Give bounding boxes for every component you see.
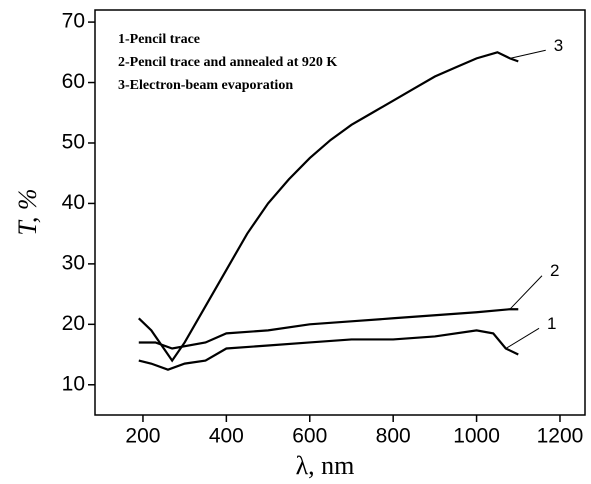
- annotation-arrow: [509, 49, 546, 59]
- x-tick-label: 1200: [537, 425, 584, 448]
- y-tick-label: 20: [62, 312, 85, 335]
- x-tick-label: 400: [209, 425, 244, 448]
- legend-label: 3-Electron-beam evaporation: [118, 78, 293, 93]
- x-tick-label: 600: [292, 425, 327, 448]
- y-tick-label: 30: [62, 251, 85, 274]
- plot-frame: [94, 9, 586, 416]
- legend-label: 1-Pencil trace: [118, 32, 200, 47]
- y-tick-label: 10: [62, 372, 85, 395]
- annotation: 1: [547, 314, 556, 333]
- legend-label: 2-Pencil trace and annealed at 920 K: [118, 55, 337, 70]
- annotation: 3: [554, 36, 563, 55]
- annotation: 2: [550, 261, 559, 280]
- annotation-arrow: [509, 275, 543, 310]
- x-tick-label: 200: [125, 425, 160, 448]
- series-line: [138, 308, 519, 350]
- series-line: [138, 329, 519, 371]
- x-tick-label: 800: [376, 425, 411, 448]
- series-line: [138, 51, 519, 363]
- y-tick-label: 50: [62, 131, 85, 154]
- y-axis-label: T, %: [13, 188, 42, 235]
- y-tick-label: 40: [62, 191, 85, 214]
- x-tick-label: 1000: [453, 425, 500, 448]
- annotation-arrow: [505, 327, 540, 349]
- y-tick-label: 60: [62, 70, 85, 93]
- y-tick-label: 70: [62, 10, 85, 33]
- x-axis-label: λ, nm: [296, 451, 355, 480]
